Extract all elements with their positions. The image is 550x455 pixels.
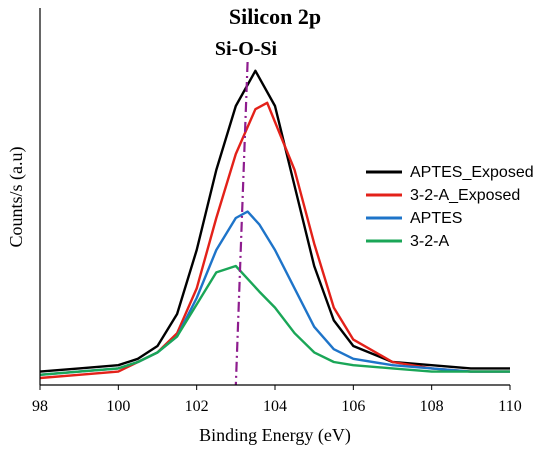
x-tick-label: 102	[185, 398, 209, 415]
legend-label: APTES	[410, 210, 462, 227]
chart-title: Silicon 2p	[229, 4, 321, 29]
legend-label: 3-2-A_Exposed	[410, 187, 520, 204]
legend-label: 3-2-A	[410, 233, 449, 250]
x-tick-label: 108	[420, 398, 444, 415]
x-axis-label: Binding Energy (eV)	[199, 425, 351, 446]
series-line-3	[39, 264, 510, 376]
si-o-si-marker-line	[234, 61, 249, 386]
x-tick-label: 106	[341, 398, 365, 415]
x-tick-label: 98	[32, 398, 48, 415]
x-tick-label: 104	[263, 398, 287, 415]
legend-label: APTES_Exposed	[410, 164, 534, 181]
y-axis-label: Counts/s (a.u)	[6, 146, 27, 247]
x-tick-label: 100	[106, 398, 130, 415]
plot-area	[39, 61, 510, 386]
annotation-label: Si-O-Si	[215, 38, 278, 60]
x-tick-label: 110	[498, 398, 521, 415]
x-ticks: 98 100 102 104 106 108 110	[32, 385, 522, 415]
legend: APTES_Exposed 3-2-A_Exposed APTES 3-2-A	[366, 164, 534, 250]
